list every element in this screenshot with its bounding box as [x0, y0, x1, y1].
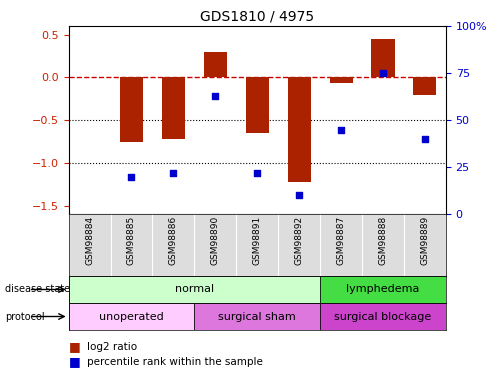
- Bar: [69, 276, 320, 303]
- Text: GSM98892: GSM98892: [294, 216, 304, 265]
- Point: [295, 192, 303, 198]
- Bar: [204, 52, 227, 78]
- Text: ■: ■: [69, 356, 80, 368]
- Bar: [120, 78, 143, 141]
- Text: lymphedema: lymphedema: [346, 285, 420, 294]
- Text: GSM98888: GSM98888: [378, 216, 388, 265]
- Text: ■: ■: [69, 340, 80, 353]
- Point: [170, 170, 177, 176]
- Bar: [371, 39, 394, 78]
- Text: log2 ratio: log2 ratio: [87, 342, 137, 352]
- Bar: [245, 78, 269, 133]
- Text: unoperated: unoperated: [99, 312, 164, 321]
- Bar: [288, 78, 311, 182]
- Bar: [195, 303, 320, 330]
- Bar: [320, 303, 446, 330]
- Point: [253, 170, 261, 176]
- Point: [421, 136, 429, 142]
- Text: GSM98887: GSM98887: [337, 216, 345, 265]
- Bar: [414, 78, 437, 94]
- Text: surgical sham: surgical sham: [219, 312, 296, 321]
- Point: [337, 127, 345, 133]
- Text: GSM98884: GSM98884: [85, 216, 94, 265]
- Text: GSM98891: GSM98891: [253, 216, 262, 265]
- Point: [211, 93, 219, 99]
- Text: percentile rank within the sample: percentile rank within the sample: [87, 357, 263, 367]
- Point: [379, 70, 387, 76]
- Text: surgical blockage: surgical blockage: [334, 312, 432, 321]
- Text: protocol: protocol: [5, 312, 45, 321]
- Text: GSM98890: GSM98890: [211, 216, 220, 265]
- Text: normal: normal: [175, 285, 214, 294]
- Text: disease state: disease state: [5, 285, 70, 294]
- Text: GSM98885: GSM98885: [127, 216, 136, 265]
- Bar: [69, 303, 195, 330]
- Text: GSM98889: GSM98889: [420, 216, 429, 265]
- Point: [127, 174, 135, 180]
- Text: GSM98886: GSM98886: [169, 216, 178, 265]
- Bar: [162, 78, 185, 139]
- Bar: [320, 276, 446, 303]
- Bar: [330, 78, 353, 84]
- Title: GDS1810 / 4975: GDS1810 / 4975: [200, 10, 314, 24]
